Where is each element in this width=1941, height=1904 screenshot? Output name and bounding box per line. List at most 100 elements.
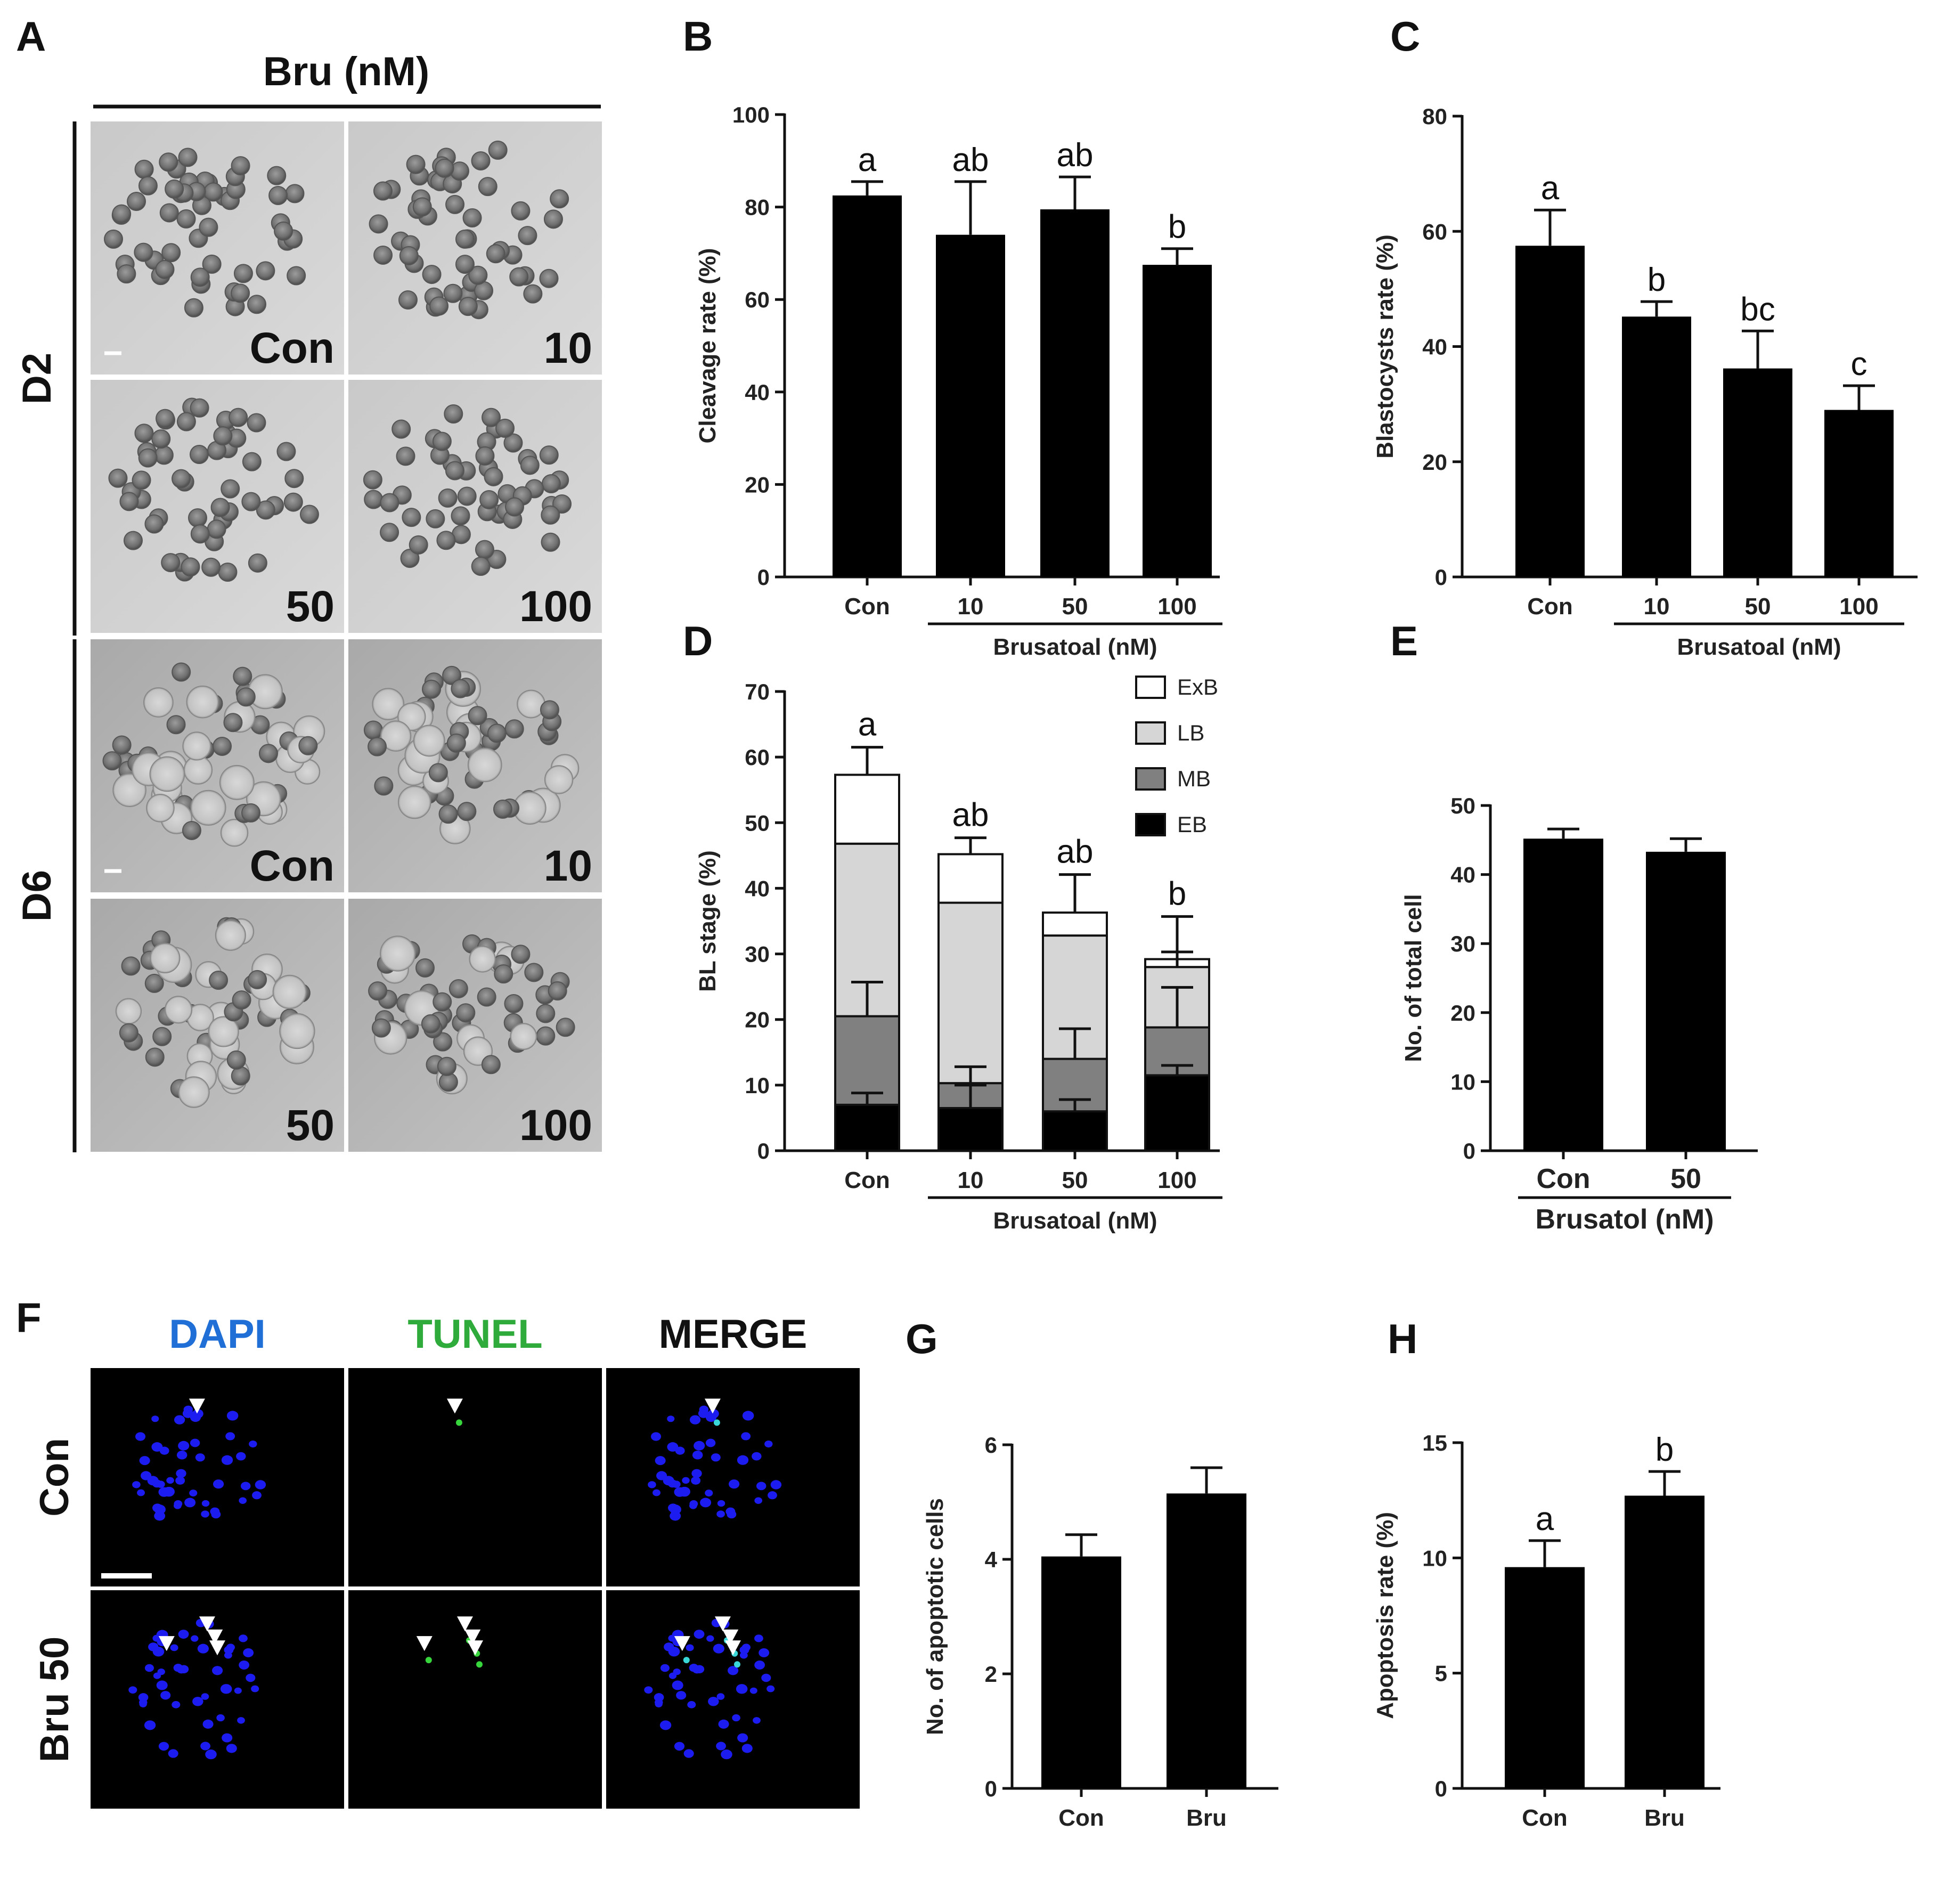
micrograph-image: Con [91,639,344,892]
nucleus [178,1441,190,1451]
y-tick-label: 6 [985,1433,997,1458]
nucleus [176,1450,187,1460]
embryo [510,1023,537,1050]
embryo [102,751,122,771]
embryo [112,735,132,755]
panel-letter-d: D [683,617,713,664]
embryo [541,505,560,525]
embryo [119,492,139,511]
bar [936,234,1005,577]
embryo [189,445,209,465]
embryo [181,557,200,577]
embryo [182,731,211,761]
embryo [511,201,531,221]
embryo [396,446,415,466]
nucleus [679,1486,690,1497]
y-tick-label: 20 [1450,1000,1475,1026]
group-label: Brusatoal (nM) [993,634,1157,660]
nucleus [174,1415,185,1425]
y-tick-label: 5 [1435,1661,1447,1686]
legend-swatch [1135,721,1166,745]
embryo [369,214,388,234]
bar [833,195,902,577]
embryo [232,990,251,1010]
embryo [539,268,559,288]
bar [1523,839,1603,1151]
nucleus [689,1500,698,1508]
nucleus [200,1742,210,1751]
embryo [138,176,158,196]
y-tick-label: 100 [732,102,770,127]
nucleus [152,1503,163,1512]
embryo [201,557,221,577]
stack-segment-eb [1144,1074,1210,1152]
embryo [524,963,544,982]
embryo [397,785,431,819]
micrograph-image: 50 [91,380,344,633]
x-tick-label: 50 [1062,1167,1088,1193]
nucleus [128,1686,137,1694]
embryo [503,433,523,453]
panel-letter-b: B [683,13,713,60]
embryo [210,498,230,517]
embryo [556,1018,575,1037]
significance-letter: b [1168,209,1186,246]
arrowhead-marker [189,1398,205,1414]
panel-f-row-label: Bru 50 [32,1637,77,1763]
embryo [363,470,382,490]
y-tick-label: 0 [1435,1776,1447,1801]
nucleus [210,1507,220,1516]
nucleus [175,1476,185,1485]
nucleus [239,1497,247,1504]
embryo [166,715,186,735]
x-tick-label: 100 [1157,1167,1196,1193]
embryo [373,181,393,201]
y-tick-label: 30 [745,942,770,967]
y-axis-label: No. of total cell [1400,894,1426,1062]
embryo [368,737,387,756]
nucleus [213,1479,224,1489]
embryo [487,723,507,743]
micrograph-background [91,121,344,375]
bar [1723,368,1792,577]
x-tick-label: 50 [1745,593,1771,620]
embryo [186,685,219,719]
nucleus [246,1673,256,1682]
y-tick-label: 20 [745,1007,770,1032]
embryo [276,442,296,461]
embryo [402,508,421,527]
embryo [144,973,164,993]
chart-g: 0 2 4 6 No. of apoptotic cells Con Bru [922,1433,1278,1831]
nucleus [141,1471,152,1480]
y-tick-label: 60 [745,287,770,312]
panel-f-column-label: TUNEL [407,1312,542,1357]
embryo [364,490,384,509]
embryo [272,974,307,1010]
embryo [523,284,543,304]
chart-d: 0 10 20 30 40 50 60 70 BL stage (%) Con 10 50 100Bru… [695,674,1222,1234]
embryo [213,426,233,446]
embryo [443,283,463,303]
nucleus [674,1742,685,1751]
embryo [373,245,393,265]
nucleus [768,1491,777,1500]
embryo [433,992,452,1012]
micrograph-label: 100 [519,582,592,631]
embryo [380,720,412,752]
nucleus [742,1411,754,1421]
embryo [505,497,525,517]
panel-letter-g: G [906,1315,938,1362]
nucleus [716,1510,725,1518]
embryo [477,987,496,1007]
y-tick-label: 40 [1422,335,1447,360]
nucleus [252,1491,262,1500]
embryo [428,763,448,783]
embryo [256,500,275,520]
significance-letter: b [1168,875,1186,912]
embryo [429,296,449,316]
embryo [504,994,524,1014]
embryo [298,736,318,755]
embryo [233,264,253,283]
y-axis-label: No. of apoptotic cells [922,1498,948,1735]
